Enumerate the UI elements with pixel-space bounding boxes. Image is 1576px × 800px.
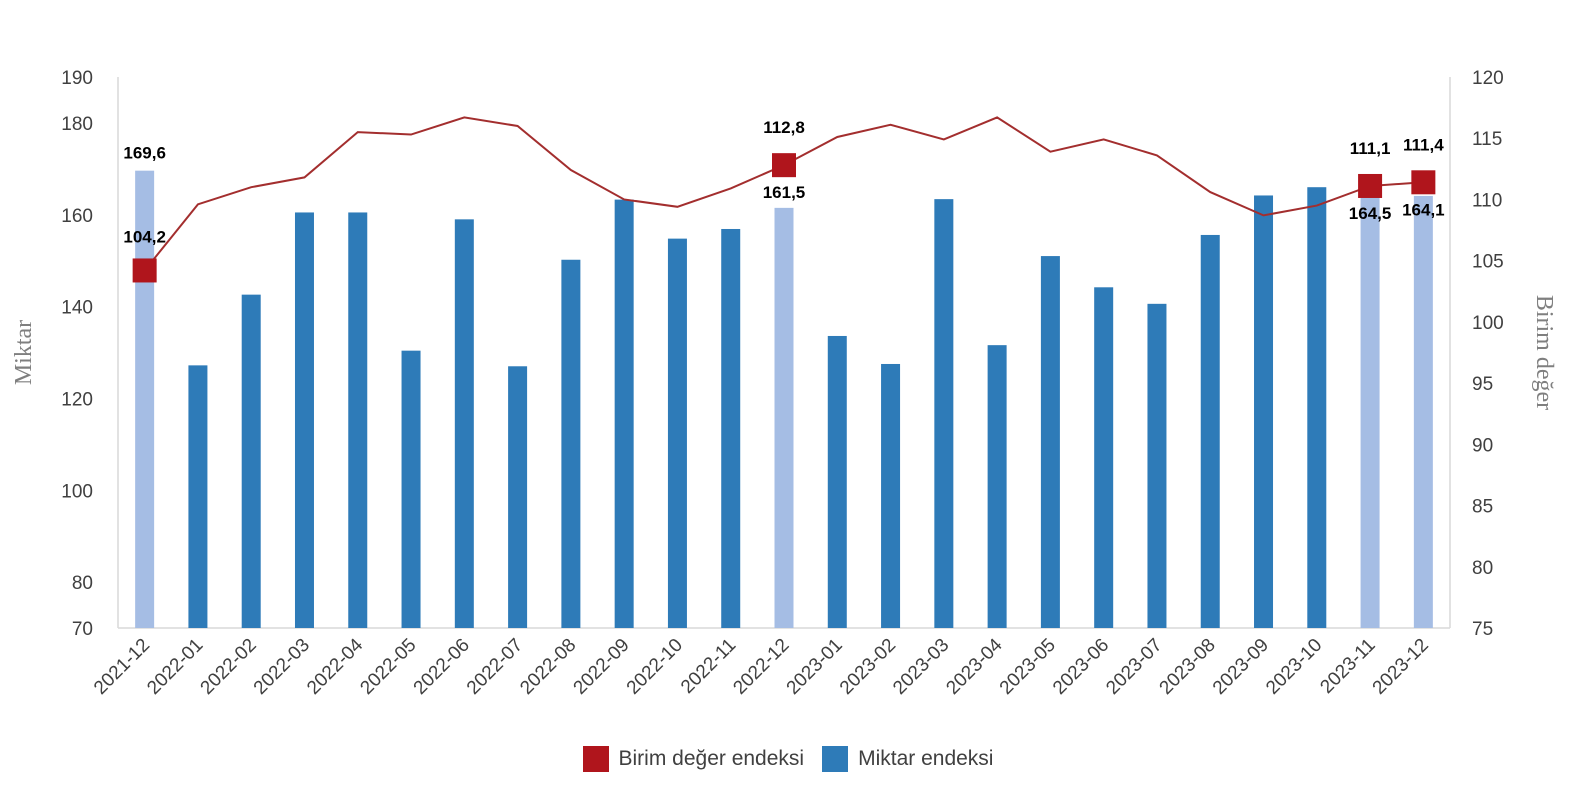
right-tick-label: 105 bbox=[1472, 252, 1504, 273]
bar-2022-10 bbox=[667, 238, 687, 629]
x-tick-label: 2023-06 bbox=[1049, 635, 1113, 699]
legend-item-quantity: Miktar endeksi bbox=[822, 746, 993, 772]
right-tick-label: 120 bbox=[1472, 68, 1504, 89]
x-tick-label: 2022-01 bbox=[143, 635, 207, 699]
bar-2023-06 bbox=[1094, 287, 1114, 628]
line-data-label: 104,2 bbox=[123, 227, 166, 246]
bar-2022-08 bbox=[561, 259, 581, 628]
line-data-label: 112,8 bbox=[763, 118, 805, 137]
x-tick-label: 2022-02 bbox=[197, 635, 261, 699]
bar-2022-06 bbox=[454, 219, 474, 628]
bar-2023-10 bbox=[1307, 187, 1327, 628]
x-tick-label: 2023-04 bbox=[942, 634, 1006, 698]
legend-swatch-unit-value bbox=[582, 746, 609, 772]
left-tick-label: 100 bbox=[61, 481, 93, 502]
x-tick-label: 2022-12 bbox=[729, 635, 793, 699]
left-tick-label: 70 bbox=[72, 619, 93, 640]
left-axis-title: Miktar bbox=[11, 320, 37, 385]
x-tick-label: 2022-11 bbox=[677, 635, 740, 698]
legend-label-unit-value: Birim değer endeksi bbox=[618, 747, 805, 770]
right-axis-title: Birim değer bbox=[1531, 295, 1557, 410]
x-tick-label: 2023-02 bbox=[836, 635, 900, 699]
bar-data-label: 164,5 bbox=[1349, 204, 1392, 223]
legend: Birim değer endeksi Miktar endeksi bbox=[0, 746, 1576, 772]
legend-label-quantity: Miktar endeksi bbox=[858, 747, 994, 770]
bar-2022-02 bbox=[241, 294, 261, 628]
right-tick-label: 95 bbox=[1472, 374, 1493, 395]
x-tick-label: 2022-03 bbox=[250, 635, 314, 699]
left-tick-label: 160 bbox=[61, 206, 93, 227]
right-tick-label: 110 bbox=[1472, 190, 1502, 211]
right-tick-label: 85 bbox=[1472, 497, 1493, 518]
bar-2023-02 bbox=[881, 363, 901, 628]
x-tick-label: 2021-12 bbox=[90, 635, 154, 699]
bar-2022-07 bbox=[508, 366, 528, 628]
left-tick-label: 180 bbox=[61, 114, 93, 135]
x-tick-label: 2023-10 bbox=[1262, 635, 1326, 699]
x-tick-label: 2022-08 bbox=[516, 635, 580, 699]
bar-2023-07 bbox=[1147, 303, 1167, 628]
bar-2022-01 bbox=[188, 365, 208, 628]
x-tick-label: 2022-05 bbox=[356, 635, 420, 699]
x-tick-label: 2023-12 bbox=[1369, 635, 1433, 699]
line-data-label: 111,4 bbox=[1403, 135, 1444, 154]
x-tick-label: 2023-11 bbox=[1316, 635, 1379, 698]
right-tick-label: 80 bbox=[1472, 558, 1493, 579]
x-tick-label: 2023-05 bbox=[996, 635, 1060, 699]
line-data-label: 111,1 bbox=[1350, 139, 1391, 158]
bar-2023-05 bbox=[1040, 256, 1060, 628]
right-tick-label: 100 bbox=[1472, 313, 1504, 334]
x-tick-label: 2023-09 bbox=[1209, 635, 1273, 699]
marker-2023-12 bbox=[1411, 170, 1436, 195]
bar-2023-11 bbox=[1360, 194, 1380, 628]
bar-2021-12 bbox=[135, 170, 155, 629]
bar-2023-04 bbox=[987, 345, 1007, 628]
marker-2022-12 bbox=[772, 153, 796, 178]
bar-data-label: 164,1 bbox=[1402, 200, 1445, 219]
right-tick-label: 90 bbox=[1472, 435, 1493, 456]
bar-2022-11 bbox=[721, 228, 741, 628]
bar-2022-03 bbox=[294, 212, 314, 628]
bar-2022-09 bbox=[614, 199, 634, 628]
x-tick-label: 2023-03 bbox=[889, 635, 953, 699]
bar-2023-01 bbox=[827, 335, 847, 628]
bar-2022-04 bbox=[348, 212, 368, 628]
marker-2021-12 bbox=[132, 258, 157, 283]
legend-item-unit-value: Birim değer endeksi bbox=[582, 746, 805, 772]
x-tick-label: 2023-08 bbox=[1156, 635, 1220, 699]
x-tick-label: 2023-07 bbox=[1102, 635, 1166, 699]
bar-2022-05 bbox=[401, 350, 421, 628]
left-tick-label: 140 bbox=[61, 298, 93, 319]
left-tick-label: 190 bbox=[61, 68, 93, 89]
bar-2023-09 bbox=[1254, 195, 1274, 628]
bar-data-label: 161,5 bbox=[763, 183, 806, 202]
x-tick-label: 2022-04 bbox=[303, 634, 367, 698]
bar-2023-08 bbox=[1200, 234, 1220, 628]
marker-2023-11 bbox=[1358, 173, 1383, 198]
bar-2022-12 bbox=[774, 207, 794, 629]
x-tick-label: 2022-10 bbox=[623, 635, 687, 699]
bar-2023-03 bbox=[934, 199, 954, 628]
legend-swatch-quantity bbox=[822, 746, 849, 772]
x-tick-label: 2022-09 bbox=[570, 635, 634, 699]
bar-data-label: 169,6 bbox=[123, 144, 166, 163]
right-tick-label: 115 bbox=[1472, 129, 1502, 150]
x-tick-label: 2022-06 bbox=[410, 635, 474, 699]
bar-2023-12 bbox=[1413, 195, 1433, 628]
left-tick-label: 80 bbox=[72, 573, 93, 594]
x-tick-label: 2023-01 bbox=[783, 635, 847, 699]
x-tick-label: 2022-07 bbox=[463, 635, 527, 699]
right-tick-label: 75 bbox=[1472, 619, 1493, 640]
left-tick-label: 120 bbox=[61, 389, 93, 410]
